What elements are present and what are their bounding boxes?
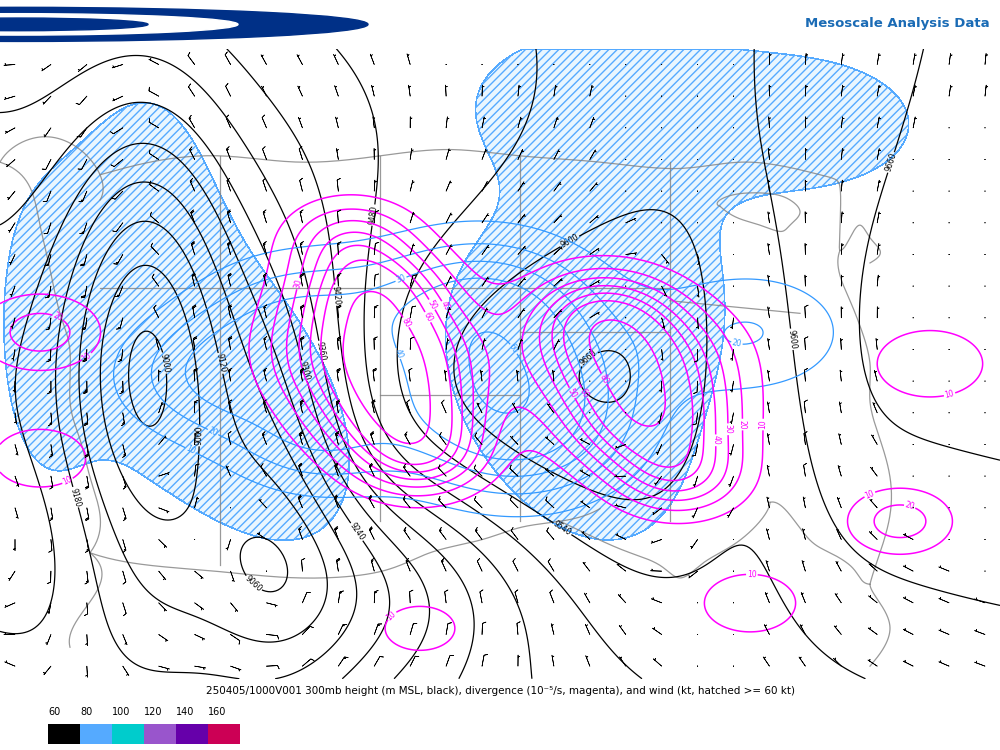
Text: 9000: 9000 [159,352,171,374]
Text: 9360: 9360 [315,341,327,362]
Text: 30: 30 [723,424,733,434]
FancyBboxPatch shape [112,724,144,744]
Text: 10: 10 [759,420,768,430]
Text: 20: 20 [904,500,916,512]
Text: 10: 10 [61,475,74,488]
Text: 9060: 9060 [195,426,204,445]
Circle shape [0,8,368,41]
Text: 60: 60 [48,707,60,717]
FancyBboxPatch shape [80,724,112,744]
Text: Mesoscale Analysis Data: Mesoscale Analysis Data [805,17,990,30]
Text: 9120: 9120 [214,353,227,374]
Text: 50: 50 [566,386,578,399]
Text: 120: 120 [144,707,163,717]
Text: NOAA/NWS/Storm Prediction Center: NOAA/NWS/Storm Prediction Center [38,17,307,30]
Text: 9180: 9180 [69,487,82,508]
Text: 140: 140 [176,707,194,717]
Text: 9660: 9660 [578,349,599,368]
Text: 9480: 9480 [368,205,379,225]
Text: 10: 10 [944,389,955,400]
Text: 50: 50 [426,298,438,311]
Text: 40: 40 [711,436,720,445]
Text: 9660: 9660 [884,152,898,173]
Text: 20: 20 [52,311,64,323]
Text: 9060: 9060 [243,574,263,594]
Text: 9420: 9420 [330,285,341,305]
Text: 9540: 9540 [552,520,573,538]
Text: 20: 20 [731,338,742,349]
Text: 20: 20 [207,426,219,438]
Text: 10: 10 [80,350,93,363]
FancyBboxPatch shape [208,724,240,744]
Text: 60: 60 [578,386,591,399]
Text: 40: 40 [392,347,404,359]
Text: 10: 10 [863,488,876,500]
Text: 100: 100 [112,707,130,717]
Text: 80: 80 [598,373,610,385]
Text: 10: 10 [385,609,398,622]
Text: 9300: 9300 [298,360,311,382]
Text: 10: 10 [184,444,197,457]
Text: 160: 160 [208,707,226,717]
Text: 60: 60 [507,342,520,355]
Text: 30: 30 [293,278,304,290]
FancyBboxPatch shape [144,724,176,744]
Point [0,673,8,685]
Text: 40: 40 [438,299,451,313]
Text: 20: 20 [738,420,747,430]
Text: 9600: 9600 [559,232,580,250]
Text: 60: 60 [422,310,434,323]
Text: 10: 10 [747,570,757,579]
Text: 30: 30 [395,273,407,285]
Text: 80: 80 [80,707,92,717]
FancyBboxPatch shape [48,724,80,744]
Text: 9240: 9240 [348,521,366,542]
Text: 80: 80 [400,316,412,328]
Circle shape [0,13,238,35]
Circle shape [0,18,148,31]
Text: 9600: 9600 [786,329,797,350]
FancyBboxPatch shape [176,724,208,744]
Text: 250405/1000V001 300mb height (m MSL, black), divergence (10⁻⁵/s, magenta), and w: 250405/1000V001 300mb height (m MSL, bla… [206,686,794,696]
